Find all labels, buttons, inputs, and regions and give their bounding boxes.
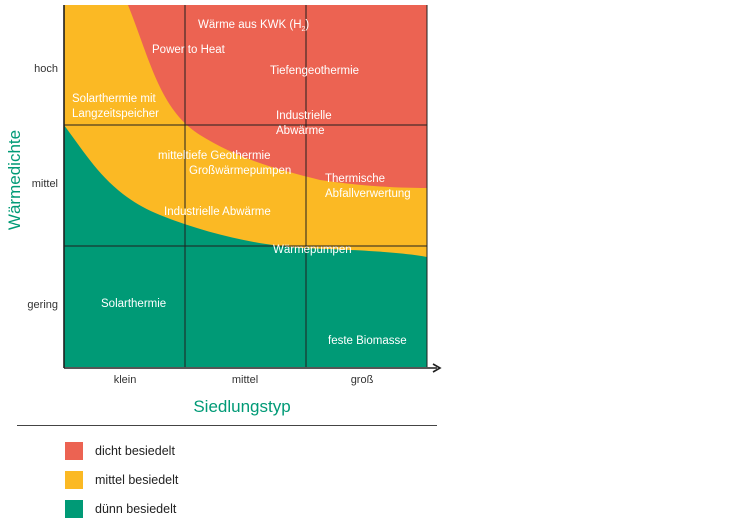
label-mitteltiefe-geothermie: mitteltiefe Geothermie: [158, 150, 271, 162]
zone-high: [128, 5, 427, 188]
label-waermepumpen: Wärmepumpen: [273, 244, 352, 256]
y-tick-gering: gering: [27, 299, 58, 311]
y-tick-hoch: hoch: [34, 63, 58, 75]
label-industrielle-abwaerme-high-1: Industrielle: [276, 110, 332, 122]
label-industrielle-abwaerme-high-2: Abwärme: [276, 125, 325, 137]
legend-item-dicht: dicht besiedelt: [65, 436, 178, 465]
label-industrielle-abwaerme-mid: Industrielle Abwärme: [164, 206, 271, 218]
label-grosswaermepumpen: Großwärmepumpen: [189, 165, 291, 177]
label-kwk: Wärme aus KWK (H2): [198, 19, 309, 33]
x-tick-mittel: mittel: [232, 374, 258, 386]
axes: [63, 5, 437, 369]
label-solarthermie-speicher-2: Langzeitspeicher: [72, 108, 159, 120]
label-thermische-2: Abfallverwertung: [325, 188, 411, 200]
label-solarthermie: Solarthermie: [101, 298, 166, 310]
legend-swatch-dicht: [65, 441, 83, 460]
heat-density-diagram: Wärme aus KWK (H2) Power to Heat Tiefeng…: [5, 5, 442, 416]
label-feste-biomasse: feste Biomasse: [328, 335, 407, 347]
x-axis-arrow: [432, 363, 442, 373]
legend-item-duenn: dünn besiedelt: [65, 494, 178, 523]
x-axis-title: Siedlungstyp: [193, 397, 290, 416]
legend-label-mittel: mittel besiedelt: [95, 472, 179, 487]
legend-divider: [17, 425, 437, 426]
legend-swatch-mittel: [65, 470, 83, 489]
grid: [64, 5, 428, 367]
label-solarthermie-speicher-1: Solarthermie mit: [72, 93, 157, 105]
legend-item-mittel: mittel besiedelt: [65, 465, 178, 494]
legend-label-dicht: dicht besiedelt: [95, 443, 175, 458]
x-tick-klein: klein: [114, 374, 137, 386]
legend-label-duenn: dünn besiedelt: [95, 501, 177, 516]
label-power-to-heat: Power to Heat: [152, 44, 226, 56]
x-tick-gross: groß: [351, 374, 374, 386]
legend: dicht besiedelt mittel besiedelt dünn be…: [65, 436, 178, 523]
label-thermische-1: Thermische: [325, 173, 385, 185]
y-tick-mittel: mittel: [32, 178, 58, 190]
label-tiefengeothermie: Tiefengeothermie: [270, 65, 359, 77]
y-axis-title: Wärmedichte: [5, 130, 24, 230]
legend-swatch-duenn: [65, 499, 83, 518]
